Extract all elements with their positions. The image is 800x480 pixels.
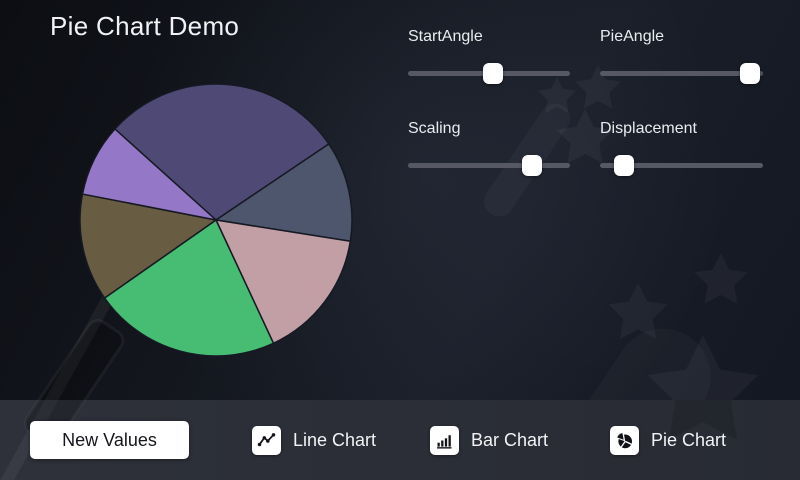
startangle-slider: StartAngle bbox=[408, 27, 570, 87]
displacement-slider: Displacement bbox=[600, 119, 763, 179]
slice-indigo bbox=[114, 83, 330, 221]
slice-slate bbox=[215, 143, 353, 243]
bar-chart-icon bbox=[430, 426, 459, 455]
slider-thumb[interactable] bbox=[740, 63, 761, 84]
tab-label: Bar Chart bbox=[471, 430, 549, 450]
slice-green bbox=[103, 219, 275, 357]
slider-label: PieAngle bbox=[600, 28, 665, 45]
slider-label: StartAngle bbox=[408, 28, 483, 45]
slider-thumb[interactable] bbox=[614, 155, 635, 176]
tab-label: Pie Chart bbox=[651, 430, 727, 450]
tab-bar-chart[interactable]: Bar Chart bbox=[430, 426, 548, 455]
slider-thumb[interactable] bbox=[483, 63, 504, 84]
slider-label: Scaling bbox=[408, 120, 461, 137]
new-values-button[interactable]: New Values bbox=[30, 421, 189, 459]
scaling-slider: Scaling bbox=[408, 119, 570, 179]
tab-label: Line Chart bbox=[293, 430, 377, 450]
slider-label: Displacement bbox=[600, 120, 697, 137]
slice-rose bbox=[215, 219, 352, 345]
pie-chart-icon bbox=[610, 426, 639, 455]
slider-track[interactable] bbox=[408, 155, 570, 176]
slider-track[interactable] bbox=[600, 155, 763, 176]
line-chart-icon bbox=[252, 426, 281, 455]
pieangle-slider: PieAngle bbox=[600, 27, 763, 87]
tab-line-chart[interactable]: Line Chart bbox=[252, 426, 376, 455]
pie-chart bbox=[79, 83, 353, 357]
slider-track[interactable] bbox=[408, 63, 570, 84]
slider-track[interactable] bbox=[600, 63, 763, 84]
tab-pie-chart[interactable]: Pie Chart bbox=[610, 426, 726, 455]
slice-lavender bbox=[81, 128, 217, 221]
slice-brown bbox=[79, 193, 217, 299]
page-title: Pie Chart Demo bbox=[50, 11, 240, 41]
slider-thumb[interactable] bbox=[521, 155, 542, 176]
